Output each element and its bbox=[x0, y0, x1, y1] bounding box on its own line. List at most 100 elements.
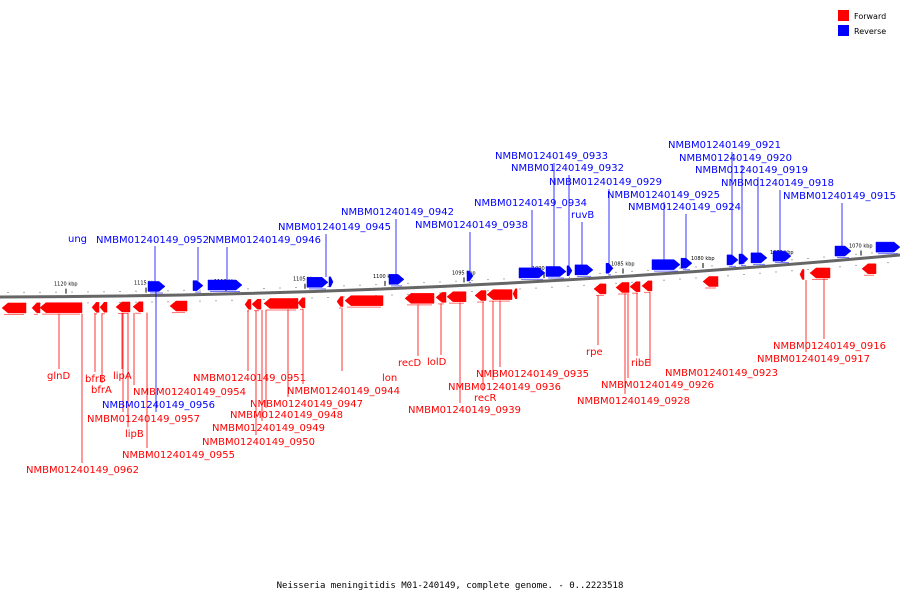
tick-label: 1090 kbp bbox=[532, 266, 556, 272]
forward-gene-feature bbox=[91, 302, 100, 313]
forward-gene-label: lipA bbox=[113, 371, 132, 382]
reverse-gene-label: ung bbox=[68, 234, 87, 245]
reverse-gene-feature bbox=[726, 254, 739, 266]
forward-gene-feature bbox=[702, 276, 719, 287]
forward-gene-label: NMBM01240149_0944 bbox=[287, 386, 400, 397]
forward-gene-label: NMBM01240149_0947 bbox=[250, 399, 363, 410]
genome-axis bbox=[0, 253, 900, 299]
reverse-gene-label: NMBM01240149_0952 bbox=[96, 235, 209, 246]
forward-gene-label: bfrA bbox=[91, 385, 112, 396]
forward-gene-label: ribE bbox=[631, 358, 651, 369]
reverse-gene-feature bbox=[834, 245, 852, 257]
reverse-gene-label: NMBM01240149_0924 bbox=[628, 202, 741, 213]
legend-label-forward: Forward bbox=[854, 12, 886, 21]
reverse-gene-label: NMBM01240149_0919 bbox=[695, 165, 808, 176]
forward-gene-feature bbox=[31, 302, 41, 314]
legend-label-reverse: Reverse bbox=[854, 27, 886, 36]
reverse-gene-label: NMBM01240149_0942 bbox=[341, 207, 454, 218]
tick-label: 1070 kbp bbox=[849, 243, 873, 249]
forward-gene-feature bbox=[251, 298, 262, 310]
forward-gene-feature bbox=[244, 299, 252, 310]
forward-gene-label: NMBM01240149_0935 bbox=[476, 369, 589, 380]
forward-gene-feature bbox=[336, 296, 344, 307]
forward-gene-label: NMBM01240149_0957 bbox=[87, 414, 200, 425]
reverse-gene-label: NMBM01240149_0925 bbox=[607, 190, 720, 201]
forward-gene-feature bbox=[629, 281, 641, 292]
forward-gene-label: NMBM01240149_0917 bbox=[757, 354, 870, 365]
forward-gene-feature bbox=[861, 263, 877, 275]
tick-label: 1080 kbp bbox=[691, 256, 715, 262]
legend-swatch-forward bbox=[838, 10, 849, 21]
reverse-gene-feature bbox=[750, 252, 768, 264]
forward-gene-feature bbox=[641, 280, 653, 292]
forward-gene-feature bbox=[809, 267, 831, 279]
forward-gene-label: NMBM01240149_0962 bbox=[26, 465, 139, 476]
genome-caption: Neisseria meningitidis M01-240149, compl… bbox=[277, 581, 624, 591]
forward-gene-feature bbox=[1, 302, 27, 314]
reverse-gene-label: NMBM01240149_0933 bbox=[495, 151, 608, 162]
forward-gene-feature bbox=[435, 292, 447, 303]
genome-track bbox=[0, 253, 900, 299]
tick-label: 1105 kbp bbox=[293, 277, 317, 283]
forward-gene-feature bbox=[512, 288, 518, 300]
tick-label: 1120 kbp bbox=[54, 282, 78, 288]
forward-gene-label: NMBM01240149_0950 bbox=[202, 437, 315, 448]
reverse-gene-label: NMBM01240149_0945 bbox=[278, 222, 391, 233]
forward-gene-feature bbox=[446, 291, 467, 302]
forward-gene-label: NMBM01240149_0928 bbox=[577, 396, 690, 407]
reverse-gene-label: NMBM01240149_0934 bbox=[474, 198, 587, 209]
forward-gene-feature bbox=[486, 289, 513, 300]
forward-gene-feature bbox=[99, 301, 108, 313]
legend-swatch-reverse bbox=[838, 25, 849, 36]
forward-gene-label: NMBM01240149_0954 bbox=[133, 387, 246, 398]
reverse-gene-label: ruvB bbox=[571, 210, 594, 221]
reverse-gene-feature bbox=[651, 259, 681, 270]
reverse-gene-label: NMBM01240149_0921 bbox=[668, 140, 781, 151]
forward-gene-feature bbox=[263, 298, 299, 309]
forward-gene-label: NMBM01240149_0926 bbox=[601, 380, 714, 391]
forward-gene-label: NMBM01240149_0949 bbox=[212, 423, 325, 434]
reverse-gene-feature bbox=[466, 270, 474, 282]
forward-gene-feature bbox=[297, 297, 306, 309]
reverse-gene-label: NMBM01240149_0918 bbox=[721, 178, 834, 189]
forward-gene-feature bbox=[39, 302, 83, 313]
forward-gene-label: NMBM01240149_0951 bbox=[193, 373, 306, 384]
reverse-gene-label: NMBM01240149_0929 bbox=[549, 177, 662, 188]
forward-gene-label: recD bbox=[398, 358, 422, 369]
reverse-gene-label: NMBM01240149_0938 bbox=[415, 220, 528, 231]
reverse-gene-feature bbox=[605, 263, 614, 274]
reverse-gene-feature bbox=[207, 279, 243, 291]
reverse-gene-label: NMBM01240149_0920 bbox=[679, 153, 792, 164]
reverse-gene-feature bbox=[738, 253, 749, 265]
forward-gene-label: NMBM01240149_0916 bbox=[773, 341, 886, 352]
tick-label: 1085 kbp bbox=[611, 261, 635, 267]
tick-label: 1100 kbp bbox=[373, 274, 397, 280]
forward-gene-feature bbox=[799, 269, 805, 280]
label-leaders bbox=[58, 152, 843, 463]
reverse-gene-feature bbox=[518, 267, 546, 279]
tick-label: 1115 kbp bbox=[134, 281, 158, 287]
forward-gene-feature bbox=[474, 290, 487, 301]
forward-gene-label: glnD bbox=[47, 371, 70, 382]
forward-gene-label: lipB bbox=[125, 429, 144, 440]
tick-label: 1095 kbp bbox=[452, 270, 476, 276]
forward-gene-feature bbox=[615, 282, 630, 293]
forward-gene-label: rpe bbox=[586, 347, 603, 358]
forward-gene-label: NMBM01240149_0948 bbox=[230, 410, 343, 421]
forward-gene-feature bbox=[344, 295, 384, 306]
reverse-gene-feature bbox=[545, 266, 567, 277]
forward-gene-label: NMBM01240149_0939 bbox=[408, 405, 521, 416]
forward-gene-feature bbox=[593, 283, 607, 295]
forward-gene-label: lolD bbox=[427, 357, 447, 368]
legend: Forward Reverse bbox=[838, 10, 886, 36]
reverse-gene-feature bbox=[147, 281, 166, 292]
reverse-gene-feature bbox=[875, 241, 900, 253]
reverse-gene-feature bbox=[574, 264, 594, 276]
forward-gene-label: lon bbox=[382, 373, 397, 384]
reverse-gene-feature bbox=[680, 257, 693, 269]
feature-labels: glnDNMBM01240149_0962bfrBbfrAlipANMBM012… bbox=[26, 140, 896, 476]
forward-gene-label: NMBM01240149_0936 bbox=[448, 382, 561, 393]
reverse-gene-label: NMBM01240149_0932 bbox=[511, 163, 624, 174]
reverse-gene-feature bbox=[328, 276, 334, 288]
